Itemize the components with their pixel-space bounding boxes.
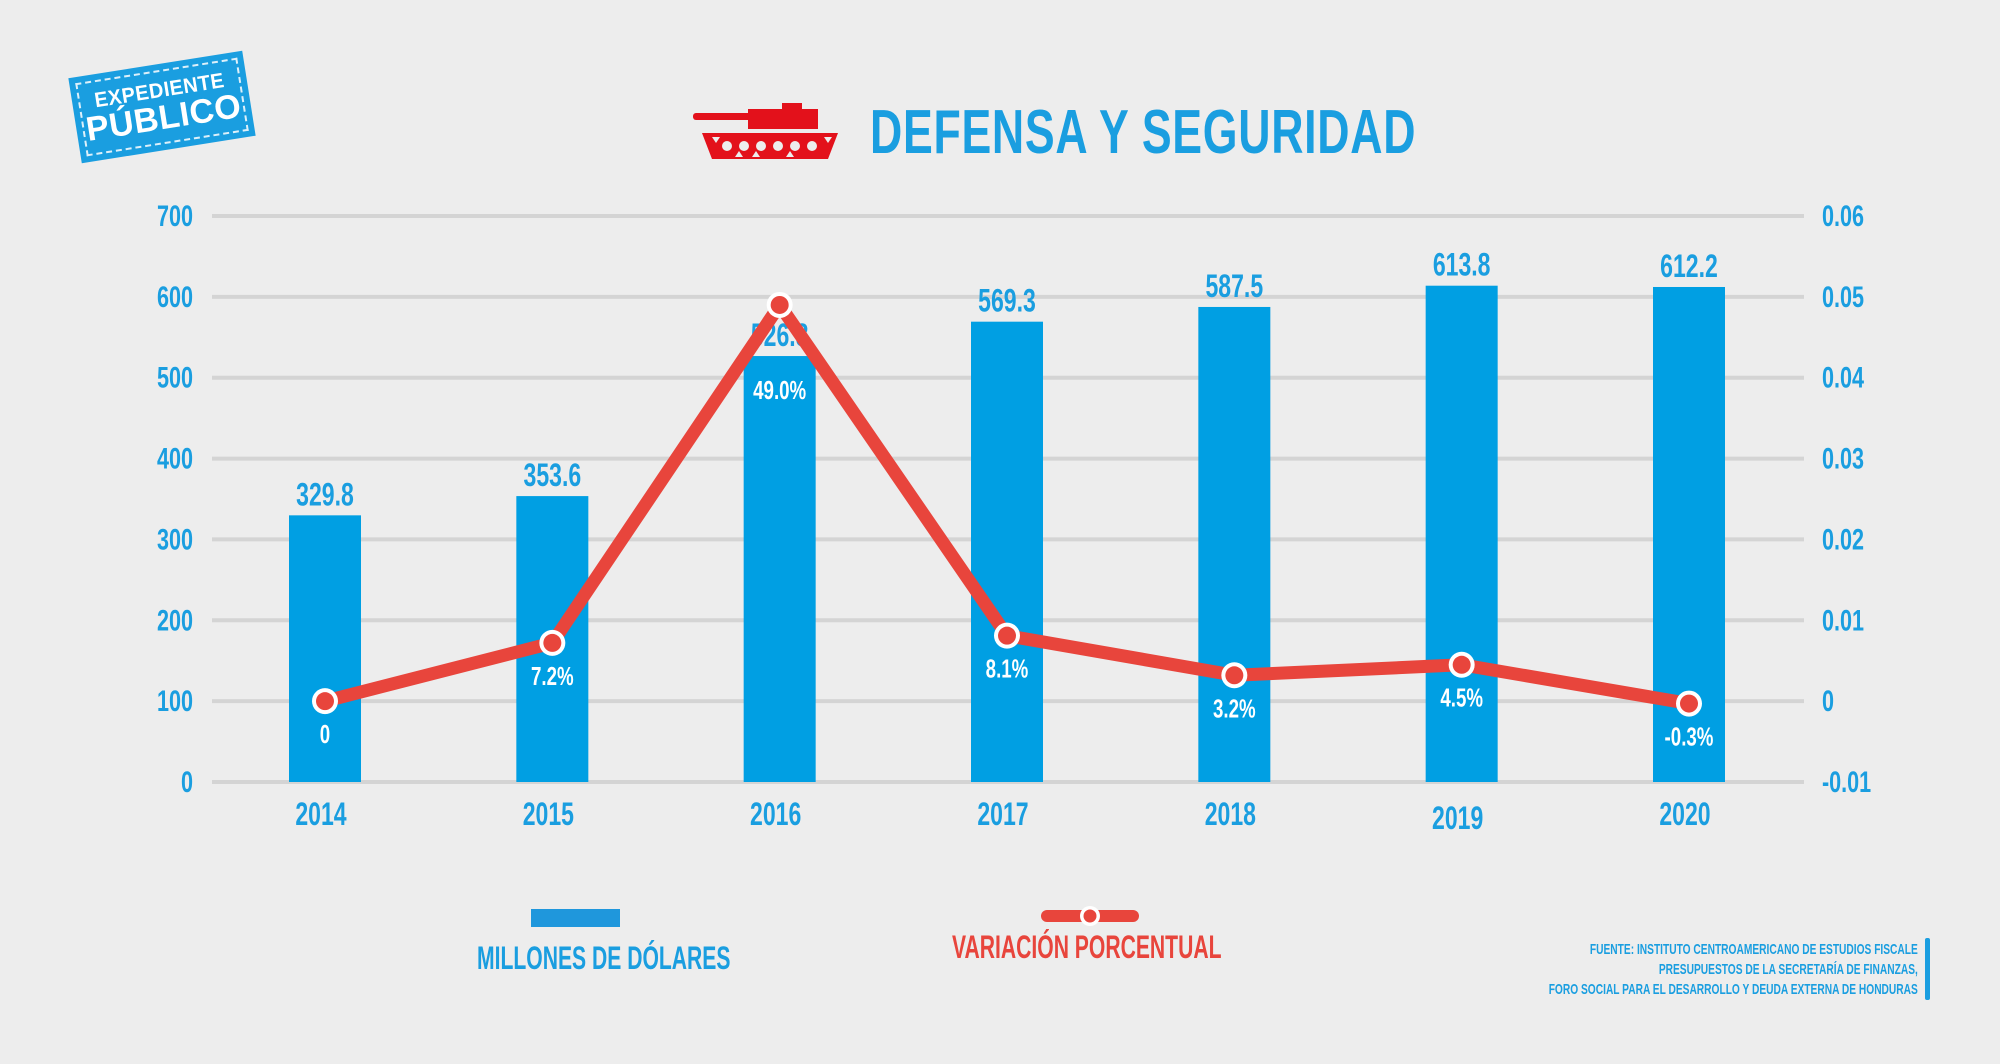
- legend-line-label: VARIACIÓN PORCENTUAL: [952, 929, 1222, 965]
- left-tick-label: 100: [157, 684, 193, 718]
- bar-2016: [743, 356, 816, 782]
- source-note: FUENTE: INSTITUTO CENTROAMERICANO DE EST…: [1375, 940, 1918, 1000]
- bar-series: [289, 285, 1725, 782]
- x-axis-labels: 2014 2015 2016 2017 2018 2019 2020: [295, 796, 1710, 836]
- left-tick-label: 200: [157, 603, 193, 637]
- bar-value-label: 587.5: [1206, 268, 1264, 304]
- source-line-3: FORO SOCIAL PARA EL DESARROLLO Y DEUDA E…: [1548, 981, 1918, 998]
- bar-value-label: 613.8: [1433, 247, 1491, 283]
- line-point-2017: [998, 626, 1016, 645]
- left-tick-label: 500: [157, 360, 193, 394]
- right-tick-label: -0.01: [1822, 764, 1871, 798]
- right-axis-ticks: -0.01 0 0.01 0.02 0.03 0.04 0.05 0.06: [1822, 198, 1871, 798]
- left-tick-label: 600: [157, 279, 193, 313]
- bar-2017: [971, 321, 1043, 782]
- x-axis-label: 2016: [750, 796, 801, 832]
- bar-2018: [1198, 306, 1271, 782]
- x-axis-label: 2015: [523, 796, 574, 832]
- legend-bar-label: MILLONES DE DÓLARES: [477, 940, 731, 976]
- tank-icon: [693, 103, 838, 159]
- line-point-2016: [770, 295, 789, 314]
- line-value-label: 49.0%: [753, 375, 806, 405]
- right-tick-label: 0.02: [1822, 522, 1864, 556]
- x-axis-label: 2014: [295, 796, 347, 832]
- legend-bar-swatch: [531, 909, 620, 927]
- line-value-labels: 0 7.2% 49.0% 8.1% 3.2% 4.5% -0.3%: [320, 375, 1714, 751]
- line-point-2014: [316, 692, 334, 711]
- bar-value-label: 353.6: [524, 457, 582, 493]
- line-value-label: -0.3%: [1665, 721, 1714, 751]
- legend-line-swatch: [1041, 906, 1139, 926]
- left-axis-ticks: 0 100 200 300 400 500 600 700: [157, 198, 193, 798]
- line-value-label: 8.1%: [986, 654, 1029, 684]
- combo-chart: 0 100 200 300 400 500 600 700 -0.01 0 0.01 0.02 0.0…: [157, 198, 1871, 836]
- bar-value-label: 612.2: [1660, 248, 1718, 284]
- right-tick-label: 0: [1822, 684, 1834, 718]
- x-axis-label: 2019: [1432, 800, 1483, 836]
- line-point-2018: [1225, 666, 1244, 685]
- x-axis-label: 2020: [1659, 796, 1710, 832]
- chart-header: DEFENSA Y SEGURIDAD: [690, 92, 1629, 172]
- line-point-2019: [1452, 655, 1471, 674]
- bar-2014: [289, 515, 361, 782]
- right-tick-label: 0.05: [1822, 279, 1864, 313]
- bar-2019: [1425, 285, 1498, 782]
- bar-value-label: 569.3: [978, 283, 1036, 319]
- line-value-label: 3.2%: [1213, 693, 1256, 723]
- x-axis-label: 2018: [1205, 796, 1256, 832]
- right-tick-label: 0.01: [1822, 603, 1864, 637]
- left-tick-label: 300: [157, 522, 193, 556]
- left-tick-label: 0: [181, 764, 193, 798]
- source-line-2: PRESUPUESTOS DE LA SECRETARÍA DE FINANZA…: [1659, 961, 1918, 978]
- right-tick-label: 0.03: [1822, 441, 1864, 475]
- line-value-label: 7.2%: [531, 661, 574, 691]
- x-axis-label: 2017: [977, 796, 1028, 832]
- line-series: [312, 291, 1702, 717]
- line-value-label: 4.5%: [1440, 683, 1483, 713]
- source-line-1: FUENTE: INSTITUTO CENTROAMERICANO DE EST…: [1590, 941, 1918, 958]
- right-tick-label: 0.06: [1822, 198, 1864, 232]
- bar-value-label: 329.8: [296, 477, 354, 513]
- left-tick-label: 700: [157, 198, 193, 232]
- right-tick-label: 0.04: [1822, 360, 1864, 394]
- line-point-2015: [543, 633, 562, 652]
- source-accent-rule: [1925, 938, 1930, 1000]
- left-tick-label: 400: [157, 441, 193, 475]
- line-value-label: 0: [320, 719, 330, 749]
- chart-title: DEFENSA Y SEGURIDAD: [870, 97, 1417, 167]
- line-point-2020: [1680, 694, 1698, 713]
